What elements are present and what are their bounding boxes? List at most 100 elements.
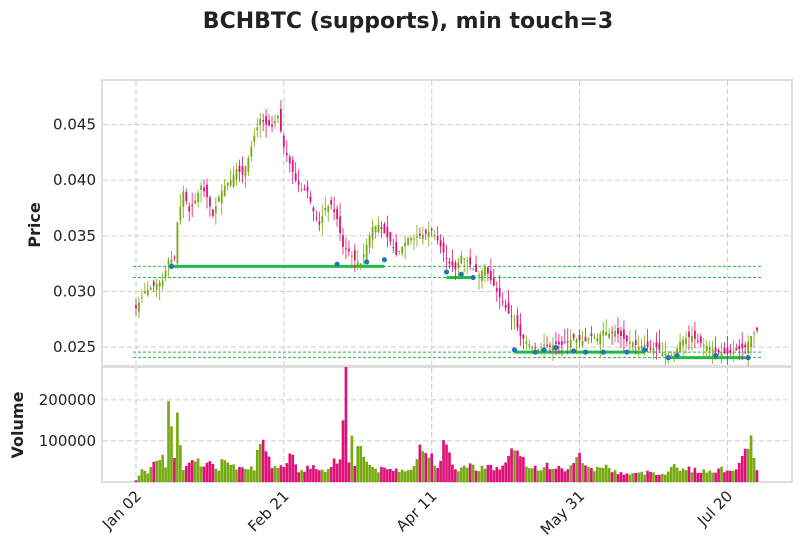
candle-body <box>146 289 149 295</box>
candle-body <box>386 226 389 238</box>
candle-body <box>649 348 652 350</box>
volume-bar <box>270 468 274 482</box>
volume-bar <box>208 461 212 482</box>
candle-body <box>282 135 285 147</box>
touch-point <box>571 348 577 354</box>
volume-bar <box>226 462 230 482</box>
volume-bar <box>536 470 540 482</box>
candle-body <box>398 250 401 252</box>
touch-point <box>665 355 671 361</box>
candle-body <box>336 209 338 220</box>
candle-body <box>744 344 747 348</box>
candle-body <box>504 304 507 309</box>
candle-body <box>682 339 684 346</box>
candle-body <box>268 120 270 126</box>
candle-body <box>294 173 297 181</box>
touch-point <box>745 355 751 361</box>
volume-bar <box>714 472 717 482</box>
candle-body <box>203 187 205 192</box>
volume-bar <box>655 474 658 482</box>
volume-bar <box>690 472 694 482</box>
volume-bar <box>427 457 431 482</box>
candle-body <box>413 238 415 240</box>
volume-bar <box>196 458 200 482</box>
candle-body <box>389 231 392 242</box>
volume-bar <box>184 465 188 482</box>
volume-bar <box>397 472 401 482</box>
candle-body <box>380 227 383 230</box>
volume-bar <box>143 470 147 482</box>
volume-bar <box>380 466 383 482</box>
candle-body <box>519 324 522 336</box>
candle-body <box>306 186 309 192</box>
candle-body <box>176 222 179 264</box>
volume-bar <box>388 468 392 482</box>
candle-body <box>238 165 241 172</box>
volume-bar <box>557 465 561 482</box>
volume-bar <box>471 464 475 482</box>
volume-bar <box>356 446 360 482</box>
candle-body <box>235 169 238 180</box>
volume-bar <box>368 465 371 482</box>
volume-bar <box>675 467 679 482</box>
touch-point <box>532 349 538 355</box>
volume-bar <box>563 471 567 482</box>
candle-body <box>593 337 596 339</box>
volume-bar <box>249 466 253 482</box>
volume-bar <box>386 469 389 482</box>
candle-body <box>634 339 637 345</box>
volume-bar <box>329 467 333 482</box>
candle-body <box>161 280 164 286</box>
touch-point <box>334 261 340 267</box>
candle-body <box>253 135 256 142</box>
candle-body <box>315 217 318 219</box>
volume-bar <box>498 469 502 482</box>
candle-body <box>220 191 223 204</box>
candle-body <box>312 207 315 212</box>
volume-bar <box>551 468 555 482</box>
price-panel-frame <box>101 79 793 367</box>
volume-bar <box>593 471 596 482</box>
volume-bar <box>468 463 472 482</box>
candle-body <box>679 341 682 352</box>
candle-body <box>720 352 723 358</box>
volume-bar <box>486 465 490 482</box>
candle-body <box>229 180 232 186</box>
volume-bar <box>347 462 351 482</box>
volume-bar <box>445 444 448 482</box>
candle-body <box>141 297 143 299</box>
candle-body <box>167 260 170 265</box>
candle-body <box>309 196 312 202</box>
touch-point <box>364 259 370 265</box>
volume-bar <box>454 469 457 482</box>
volume-bar <box>640 471 644 482</box>
candle-body <box>552 345 554 353</box>
volume-bar <box>448 452 451 482</box>
volume-bar <box>187 462 191 482</box>
volume-bar <box>412 465 416 482</box>
candle-body <box>673 354 676 356</box>
candle-body <box>330 200 333 205</box>
volume-bar <box>755 470 759 482</box>
candle-body <box>214 206 217 214</box>
touch-point <box>624 349 630 355</box>
volume-bar <box>527 468 531 482</box>
candle-body <box>460 255 463 264</box>
candle-body <box>300 189 303 191</box>
candle-body <box>416 236 418 238</box>
candle-body <box>753 333 755 335</box>
volume-bar <box>726 470 729 482</box>
volume-bar <box>610 472 614 482</box>
candle-body <box>498 287 501 298</box>
candle-body <box>584 336 587 342</box>
candle-body <box>433 235 436 237</box>
volume-bar <box>504 462 507 482</box>
volume-bar <box>622 474 626 482</box>
volume-bar <box>578 452 581 482</box>
candle-body <box>617 327 619 334</box>
candle-body <box>297 181 300 185</box>
volume-bar <box>483 468 487 482</box>
candle-body <box>664 353 667 356</box>
candle-body <box>138 302 140 312</box>
